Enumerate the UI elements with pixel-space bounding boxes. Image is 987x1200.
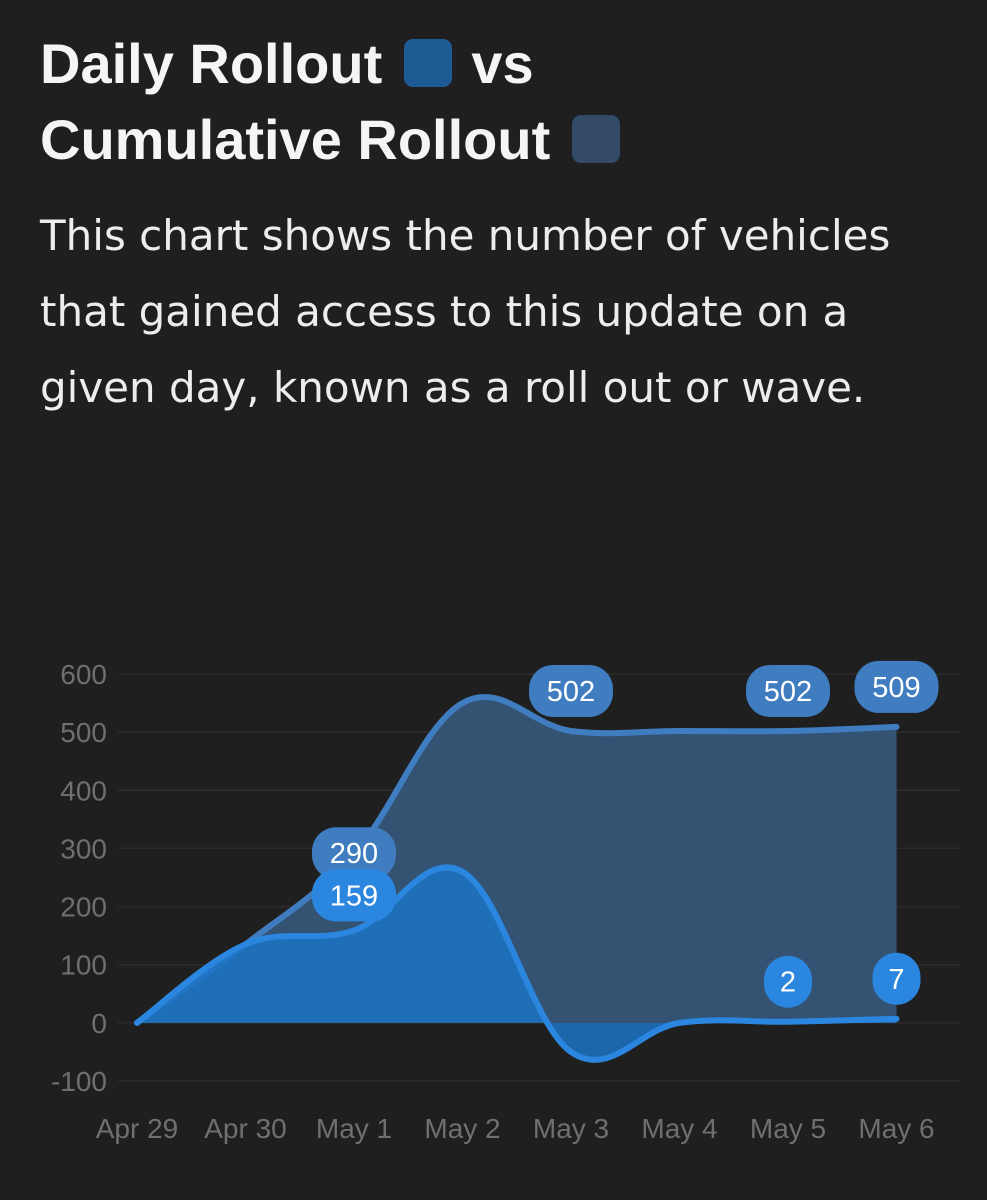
x-tick-label: May 1 bbox=[316, 1113, 392, 1144]
x-tick-label: Apr 30 bbox=[204, 1113, 287, 1144]
cumulative-data-label-badge bbox=[746, 664, 830, 717]
y-tick-label: -100 bbox=[51, 1066, 107, 1097]
cumulative-data-label-badge bbox=[529, 664, 613, 717]
cumulative-data-label-badge bbox=[312, 827, 396, 880]
cumulative-rollout-swatch-icon bbox=[571, 115, 620, 163]
x-tick-label: May 2 bbox=[424, 1113, 500, 1144]
daily-data-label-badge bbox=[872, 952, 921, 1005]
y-tick-label: 0 bbox=[91, 1008, 107, 1039]
title-vs: vs bbox=[471, 32, 534, 95]
x-tick-label: May 4 bbox=[641, 1113, 717, 1144]
title-cumulative-rollout: Cumulative Rollout bbox=[40, 108, 551, 171]
daily-data-label-badge bbox=[312, 869, 396, 922]
daily-rollout-swatch-icon bbox=[403, 39, 452, 87]
y-tick-label: 200 bbox=[60, 892, 107, 923]
x-tick-label: May 5 bbox=[750, 1113, 826, 1144]
y-tick-label: 400 bbox=[60, 775, 107, 806]
daily-line bbox=[134, 864, 900, 1063]
chart-title: Daily Rollout vs Cumulative Rollout bbox=[40, 26, 960, 178]
y-tick-label: 300 bbox=[60, 833, 107, 864]
cumulative-data-label: 502 bbox=[547, 676, 595, 708]
daily-data-label: 2 bbox=[780, 967, 796, 999]
cumulative-data-label: 502 bbox=[764, 676, 812, 708]
y-tick-label: 100 bbox=[60, 950, 107, 981]
x-tick-label: May 6 bbox=[858, 1113, 934, 1144]
title-daily-rollout: Daily Rollout bbox=[40, 32, 383, 95]
chart-description: This chart shows the number of vehicles … bbox=[40, 211, 891, 412]
cumulative-data-label: 290 bbox=[330, 838, 378, 870]
cumulative-data-label: 509 bbox=[872, 672, 920, 704]
y-tick-label: 500 bbox=[60, 717, 107, 748]
daily-data-label: 159 bbox=[330, 880, 378, 912]
y-tick-label: 600 bbox=[60, 659, 107, 690]
rollout-area-chart: 600 500 400 300 200 100 0 -100 Apr 29 Apr 30 May 1… bbox=[51, 659, 960, 1144]
cumulative-line bbox=[134, 694, 900, 1026]
daily-data-label-badge bbox=[764, 955, 812, 1008]
daily-data-label: 7 bbox=[888, 964, 904, 996]
cumulative-data-label-badge bbox=[854, 660, 939, 713]
x-tick-label: Apr 29 bbox=[96, 1113, 179, 1144]
x-tick-label: May 3 bbox=[533, 1113, 609, 1144]
